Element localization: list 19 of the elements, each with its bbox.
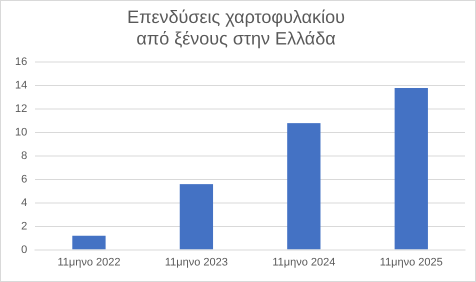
x-tick-label: 11μηνο 2022: [57, 256, 120, 268]
x-tick-label: 11μηνο 2025: [380, 256, 443, 268]
bar: [180, 184, 214, 250]
x-tick-label: 11μηνο 2024: [272, 256, 336, 268]
y-tick-label: 12: [14, 103, 28, 116]
text: Επενδύσεις χαρτοφυλακίου: [127, 6, 345, 27]
y-tick-label: 8: [21, 150, 28, 162]
y-tick-label: 4: [21, 196, 28, 209]
y-tick-label: 6: [21, 173, 28, 186]
y-tick-label: 10: [14, 126, 28, 139]
bar: [72, 236, 106, 250]
y-tick-label: 2: [21, 220, 28, 232]
y-tick-label: 14: [14, 80, 28, 92]
y-tick-label: 0: [21, 244, 28, 256]
x-tick-label: 11μηνο 2023: [164, 256, 228, 268]
bar: [394, 88, 428, 250]
bar: [287, 123, 320, 250]
text: από ξένους στην Ελλάδα: [136, 28, 336, 48]
y-tick-label: 16: [14, 56, 28, 68]
